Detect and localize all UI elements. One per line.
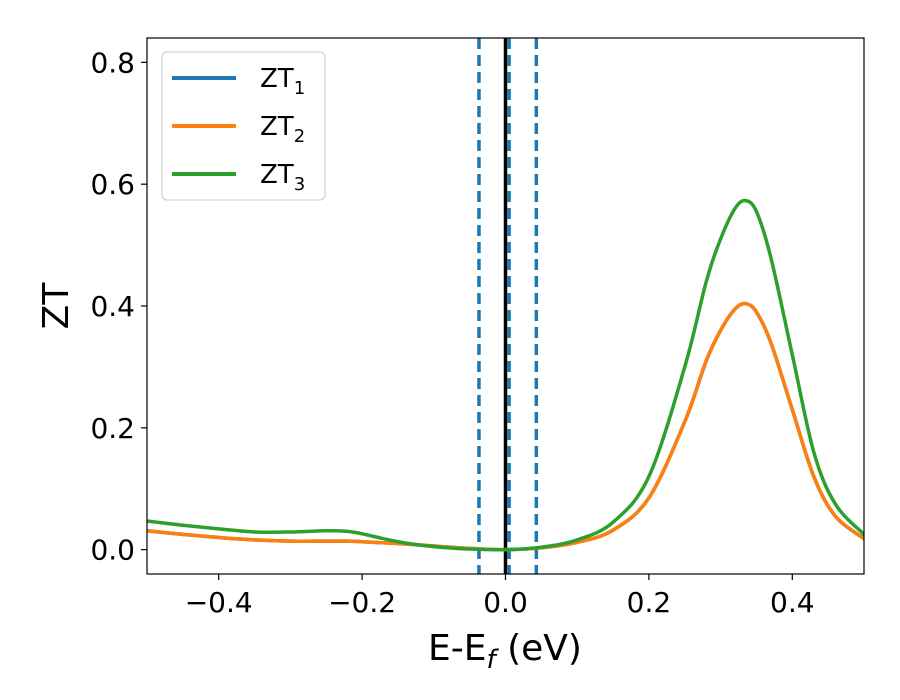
- y-tick-label: 0.8: [90, 46, 135, 79]
- y-tick-label: 0.4: [90, 290, 135, 323]
- y-axis: 0.0 0.2 0.4 0.6 0.8: [90, 46, 147, 567]
- y-axis-label: ZT: [36, 282, 77, 330]
- x-tick-label: −0.4: [185, 586, 253, 619]
- series-layer: [147, 198, 864, 552]
- x-axis: −0.4 −0.2 0.0 0.2 0.4: [185, 574, 815, 619]
- x-tick-label: 0.4: [770, 586, 815, 619]
- x-tick-label: 0.0: [483, 586, 528, 619]
- series-line-zt2: [147, 301, 864, 552]
- x-tick-label: −0.2: [328, 586, 396, 619]
- x-tick-label: 0.2: [627, 586, 672, 619]
- y-tick-label: 0.0: [90, 534, 135, 567]
- vertical-lines: [477, 38, 539, 574]
- x-axis-label: E-Ef (eV): [428, 628, 582, 675]
- legend-label: ZT3: [260, 160, 305, 195]
- legend-box: [161, 51, 326, 201]
- legend: ZT1 ZT2 ZT3: [161, 51, 326, 201]
- y-tick-label: 0.2: [90, 412, 135, 445]
- y-tick-label: 0.6: [90, 168, 135, 201]
- series-line-zt3: [147, 198, 864, 552]
- legend-label: ZT2: [260, 112, 305, 147]
- legend-label: ZT1: [260, 64, 305, 99]
